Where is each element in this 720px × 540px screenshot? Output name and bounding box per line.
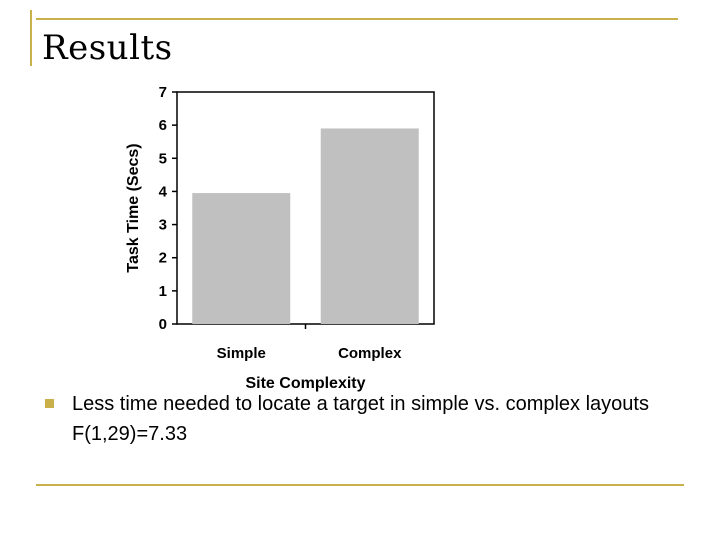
bullet-marker: [45, 399, 54, 408]
y-tick-label: 5: [159, 150, 167, 167]
x-axis-title: Site Complexity: [245, 375, 365, 392]
bar-simple: [192, 193, 291, 324]
top-rule: [36, 18, 678, 20]
bottom-rule: [36, 484, 684, 486]
slide-title: Results: [42, 28, 173, 68]
x-tick-label: Simple: [217, 345, 266, 362]
left-rule: [30, 10, 32, 66]
y-tick-label: 6: [159, 117, 167, 134]
y-tick-label: 0: [159, 316, 167, 333]
bullet-text: Less time needed to locate a target in s…: [72, 393, 649, 445]
x-tick-label: Complex: [338, 345, 402, 362]
y-tick-label: 3: [159, 217, 167, 234]
y-tick-label: 7: [159, 84, 167, 101]
y-tick-label: 4: [159, 183, 168, 200]
bar-complex: [320, 128, 419, 324]
y-tick-label: 2: [159, 250, 167, 267]
y-axis-title: Task Time (Secs): [125, 143, 142, 272]
y-tick-label: 1: [159, 283, 167, 300]
bar-chart: 0 1 2 3 4 5 6 7 Simple Complex Site Complexity Task…: [125, 84, 435, 392]
